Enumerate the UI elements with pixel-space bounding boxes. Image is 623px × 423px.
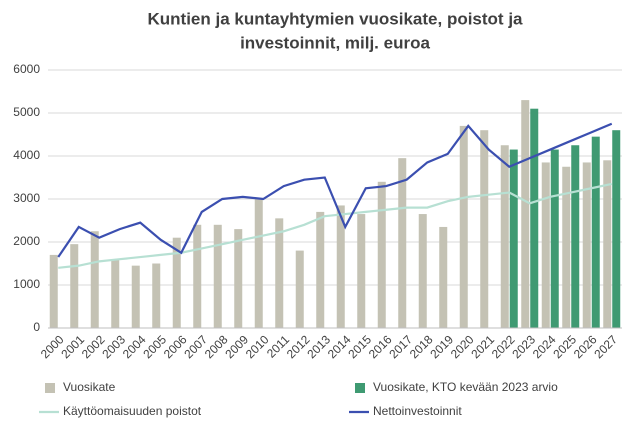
bar — [377, 181, 386, 328]
bar — [70, 244, 79, 328]
bar — [193, 224, 202, 328]
chart-title: investoinnit, milj. euroa — [240, 33, 430, 52]
x-tick-label: 2027 — [591, 332, 620, 361]
bar — [521, 100, 530, 328]
chart-title: Kuntien ja kuntayhtymien vuosikate, pois… — [147, 9, 523, 28]
bar — [541, 162, 550, 328]
bar — [612, 130, 621, 328]
bar — [550, 149, 559, 328]
legend-swatch — [355, 383, 365, 393]
bar — [111, 259, 120, 328]
bar — [234, 229, 243, 328]
bar — [530, 108, 539, 328]
legend-label: Vuosikate, KTO kevään 2023 arvio — [373, 380, 558, 394]
legend-label: Käyttöomaisuuden poistot — [63, 404, 202, 418]
bar — [172, 237, 181, 328]
bar — [316, 211, 325, 328]
bar — [49, 254, 58, 328]
y-tick-label: 2000 — [13, 234, 40, 248]
bar — [336, 205, 345, 328]
bar — [582, 162, 591, 328]
bar — [500, 145, 509, 328]
y-tick-label: 3000 — [13, 191, 40, 205]
bar — [459, 125, 468, 329]
bar — [254, 199, 263, 328]
y-tick-label: 4000 — [13, 148, 40, 162]
bar — [357, 214, 366, 328]
y-tick-label: 6000 — [13, 62, 40, 76]
bar — [295, 250, 304, 328]
bar — [398, 158, 407, 328]
bar — [439, 226, 448, 328]
bar — [152, 263, 161, 328]
bar — [603, 160, 612, 328]
bar — [591, 136, 600, 328]
line — [57, 122, 613, 258]
bar — [213, 224, 222, 328]
bar — [562, 166, 571, 328]
legend-label: Nettoinvestoinnit — [373, 404, 462, 418]
bar — [275, 218, 284, 328]
bar — [480, 130, 489, 328]
bar — [571, 145, 580, 328]
y-tick-label: 0 — [33, 320, 40, 334]
y-tick-label: 1000 — [13, 277, 40, 291]
line — [58, 182, 612, 269]
bar — [90, 231, 99, 328]
bar — [131, 265, 140, 328]
bar — [509, 149, 518, 328]
bar — [418, 214, 427, 328]
legend-label: Vuosikate — [63, 380, 116, 394]
y-tick-label: 5000 — [13, 105, 40, 119]
legend-swatch — [45, 383, 55, 393]
